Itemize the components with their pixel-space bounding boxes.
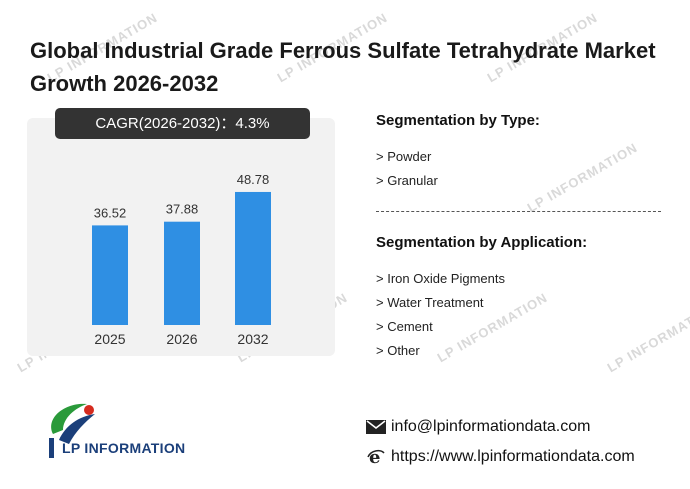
type-item-powder: > Powder <box>376 149 432 164</box>
x-tick-label-2025: 2025 <box>94 331 125 347</box>
watermark-text: LP INFORMATION <box>524 139 641 216</box>
application-item-cement: > Cement <box>376 319 433 334</box>
data-label-2026: 37.88 <box>166 202 199 217</box>
contact-email[interactable]: info@lpinformationdata.com <box>365 418 590 436</box>
application-item-iron-oxide: > Iron Oxide Pigments <box>376 271 505 286</box>
x-tick-label-2026: 2026 <box>166 331 197 347</box>
application-item-other: > Other <box>376 343 420 358</box>
section-divider <box>376 211 661 212</box>
contact-website[interactable]: e https://www.lpinformationdata.com <box>365 448 635 466</box>
application-item-water-treatment: > Water Treatment <box>376 295 484 310</box>
bar-2032 <box>235 191 271 325</box>
segmentation-application-heading: Segmentation by Application: <box>376 234 588 251</box>
bar-2026 <box>164 221 200 325</box>
watermark-text: LP INFORMATION <box>604 299 690 376</box>
segmentation-type-heading: Segmentation by Type: <box>376 112 540 129</box>
bar-2025 <box>92 225 128 325</box>
svg-text:e: e <box>369 448 380 466</box>
logo-text: LP INFORMATION <box>62 440 186 456</box>
page-title: Global Industrial Grade Ferrous Sulfate … <box>30 38 656 96</box>
email-text[interactable]: info@lpinformationdata.com <box>391 418 591 435</box>
website-text[interactable]: https://www.lpinformationdata.com <box>391 448 635 465</box>
cagr-badge: CAGR(2026-2032)：4.3% <box>55 108 310 139</box>
mail-icon <box>365 418 387 436</box>
lp-information-logo-icon <box>49 403 95 458</box>
type-item-granular: > Granular <box>376 173 438 188</box>
data-label-2025: 36.52 <box>94 205 127 220</box>
browser-e-icon: e <box>365 448 387 466</box>
x-tick-label-2032: 2032 <box>237 331 268 347</box>
data-label-2032: 48.78 <box>237 172 270 187</box>
bar-chart: 36.52 2025 37.88 2026 48.78 2032 <box>92 172 271 347</box>
